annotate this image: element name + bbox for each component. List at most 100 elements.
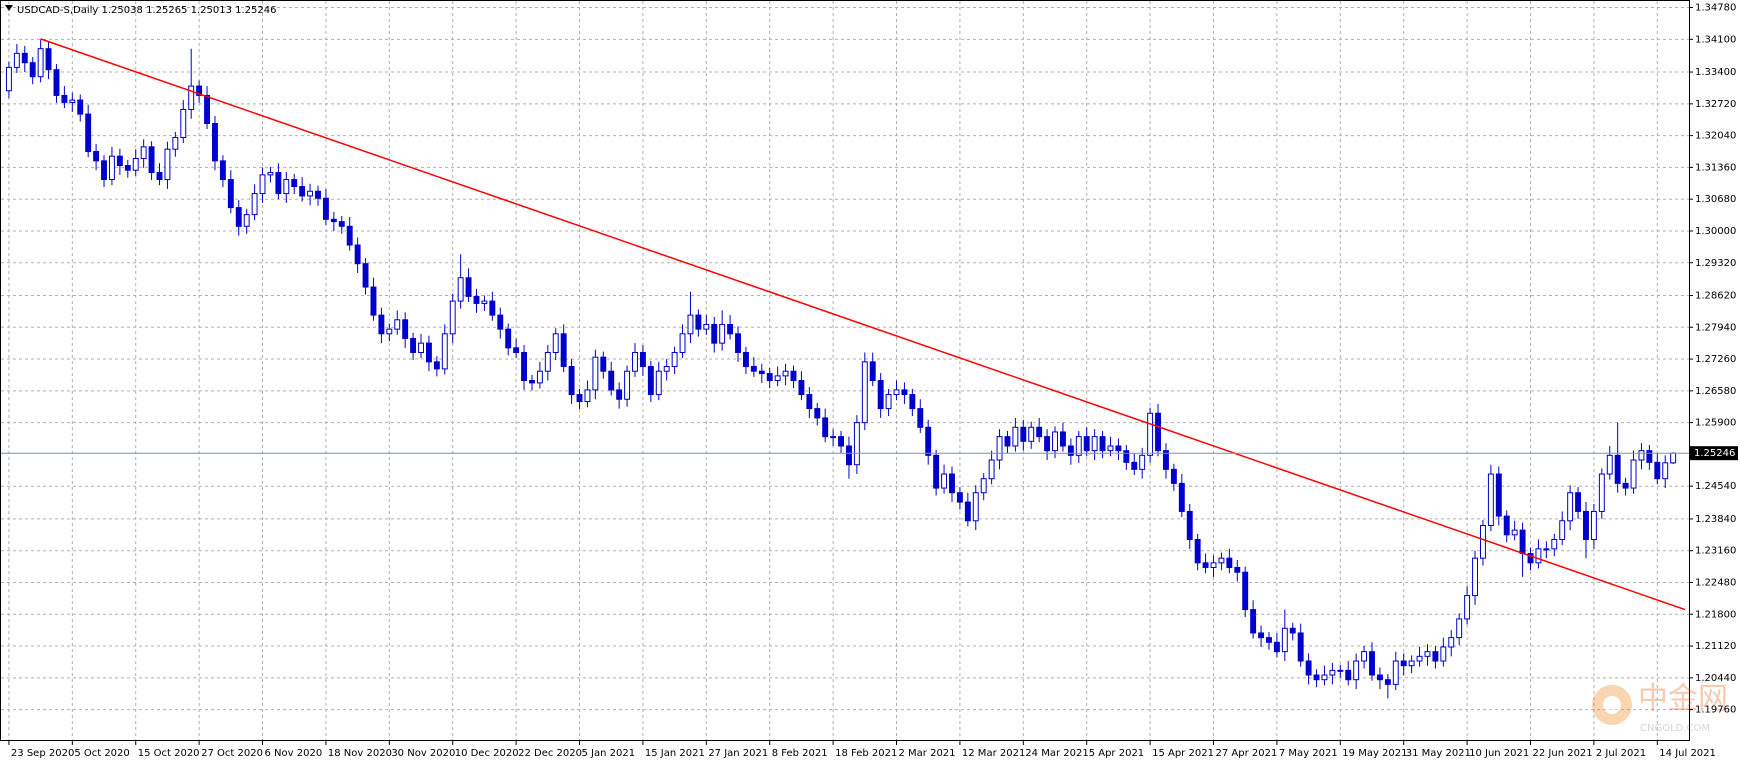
candle-body [861, 361, 868, 424]
candle-body [576, 394, 583, 403]
candle-body [1400, 660, 1407, 667]
candle-body [148, 146, 155, 174]
candle-body [1543, 548, 1550, 551]
trend-line [40, 38, 1686, 611]
candle-body [964, 501, 971, 522]
candle-body [956, 492, 963, 503]
candle-body [980, 478, 987, 494]
x-tick-label: 18 Nov 2020 [328, 748, 392, 759]
last-price-box [1690, 446, 1738, 461]
candle-body [901, 389, 908, 396]
candle-body [108, 155, 115, 181]
candle-body [433, 361, 440, 370]
x-tick-label: 30 Nov 2020 [391, 748, 455, 759]
candle-body [124, 165, 131, 171]
candle-body [1226, 557, 1233, 569]
candle-body [1662, 462, 1669, 480]
x-tick-label: 22 Jun 2021 [1533, 748, 1593, 759]
candle-body [687, 314, 694, 335]
candle-body [663, 366, 670, 372]
candle-body [838, 436, 844, 447]
candle-body [1170, 468, 1177, 484]
watermark-logo [1592, 685, 1632, 725]
candle-body [1487, 473, 1494, 526]
candle-body [703, 323, 710, 330]
candle-body [909, 394, 916, 410]
candle-body [37, 48, 44, 78]
candle-body [1345, 669, 1352, 681]
candle-body [267, 172, 274, 176]
candle-body [378, 314, 385, 335]
candle-body [1432, 651, 1439, 662]
candle-body [1305, 660, 1312, 676]
candle-body [386, 328, 393, 335]
candle-body [1044, 436, 1051, 452]
candle-body [782, 370, 789, 377]
candle-body [806, 394, 813, 410]
x-tick-label: 12 Mar 2021 [962, 748, 1025, 759]
candle-body [1123, 450, 1130, 463]
candle-body [1575, 492, 1582, 512]
candle-body [1139, 454, 1146, 470]
candle-body [338, 221, 345, 227]
candle-body [647, 366, 654, 396]
watermark-logo-inner [1603, 696, 1621, 714]
y-tick-label: 1.21800 [1695, 609, 1736, 620]
candle-body [695, 314, 702, 330]
y-tick-label: 1.23160 [1695, 546, 1736, 557]
candle-body [1131, 461, 1138, 470]
y-tick-label: 1.20440 [1695, 673, 1736, 684]
x-tick-label: 27 Oct 2020 [201, 748, 263, 759]
candle-body [21, 52, 28, 64]
candle-body [1622, 482, 1629, 489]
candle-body [711, 323, 718, 344]
candle-body [529, 380, 535, 384]
candle-body [877, 380, 884, 410]
x-tick-label: 10 Jun 2021 [1469, 748, 1529, 759]
x-tick-label: 5 Oct 2020 [74, 748, 129, 759]
candle-body [750, 366, 757, 372]
candle-body [227, 179, 234, 209]
y-tick-label: 1.26580 [1695, 386, 1736, 397]
candle-body [600, 356, 607, 372]
candle-body [655, 370, 662, 396]
candle-body [1527, 552, 1534, 564]
candle-body [1004, 436, 1011, 447]
candle-body [790, 370, 797, 382]
grid [1, 1, 1689, 740]
candles [5, 39, 1677, 699]
candle-body [505, 328, 512, 349]
candle-body [132, 158, 139, 171]
candle-body [1535, 548, 1542, 564]
candle-body [362, 263, 369, 288]
candle-body [315, 190, 321, 199]
x-tick-label: 14 Jul 2021 [1659, 748, 1716, 759]
candle-body [235, 207, 242, 227]
y-tick-label: 1.34780 [1695, 3, 1736, 14]
candle-body [283, 179, 290, 195]
candle-body [322, 197, 329, 220]
candle-body [410, 337, 417, 354]
axes: 1.34780 1.34100 1.33400 1.32720 1.32040 1.313… [8, 3, 1738, 759]
candle-body [219, 160, 226, 181]
candle-body [1408, 660, 1415, 667]
candle-body [77, 99, 84, 115]
watermark-title: 中金网 [1638, 682, 1728, 717]
candle-body [1337, 669, 1344, 672]
candle-body [402, 319, 409, 339]
last-open: 1.25038 [102, 5, 143, 16]
candle-body [1099, 436, 1106, 452]
candle-body [869, 361, 876, 382]
candle-body [972, 492, 979, 522]
candle-body [544, 352, 551, 372]
x-tick-label: 15 Jan 2021 [645, 748, 705, 759]
x-tick-label: 2 Mar 2021 [899, 748, 956, 759]
x-tick-label: 27 Jan 2021 [708, 748, 768, 759]
candle-body [1670, 452, 1677, 464]
candle-body [299, 186, 306, 197]
symbol: USDCAD-S,Daily [17, 5, 98, 16]
candle-body [1273, 641, 1280, 653]
candle-body [1384, 679, 1391, 685]
y-tick-label: 1.33400 [1695, 67, 1736, 78]
